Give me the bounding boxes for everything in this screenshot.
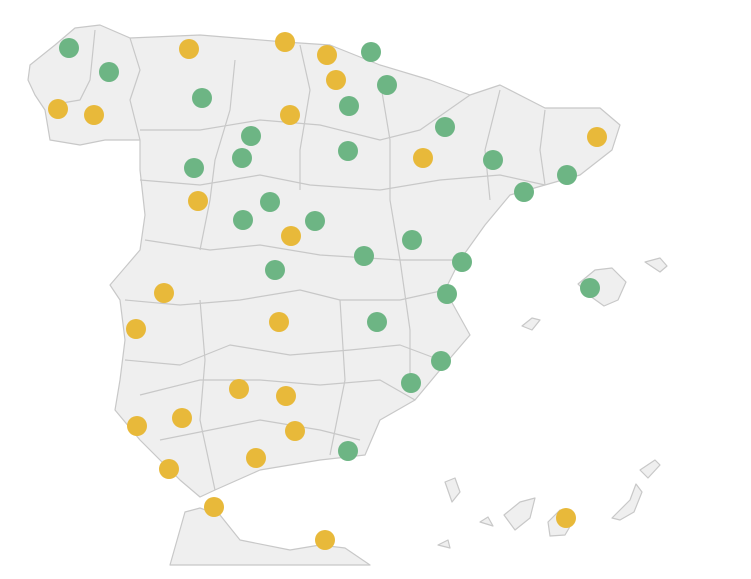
marker: [338, 141, 358, 161]
marker: [127, 416, 147, 436]
marker: [246, 448, 266, 468]
border: [129, 37, 141, 141]
ibiza: [521, 317, 541, 331]
marker: [556, 508, 576, 528]
marker: [317, 45, 337, 65]
marker: [587, 127, 607, 147]
canary-island: [444, 477, 461, 503]
marker: [204, 497, 224, 517]
border: [539, 109, 546, 186]
marker: [59, 38, 79, 58]
marker: [557, 165, 577, 185]
marker: [326, 70, 346, 90]
mainland: [27, 24, 621, 498]
marker: [275, 32, 295, 52]
marker: [281, 226, 301, 246]
canary-island: [437, 539, 451, 549]
marker: [435, 117, 455, 137]
markers: [48, 32, 607, 550]
marker: [305, 211, 325, 231]
marker: [192, 88, 212, 108]
border: [379, 79, 411, 380]
marker: [431, 351, 451, 371]
marker: [402, 230, 422, 250]
border: [124, 344, 441, 366]
marker: [260, 192, 280, 212]
marker: [159, 459, 179, 479]
marker: [280, 105, 300, 125]
border: [199, 299, 216, 491]
border: [139, 174, 546, 191]
canary-island: [479, 516, 494, 527]
marker: [184, 158, 204, 178]
border: [329, 299, 346, 456]
marker: [241, 126, 261, 146]
canary-island: [639, 459, 661, 479]
marker: [361, 42, 381, 62]
marker: [354, 246, 374, 266]
marker: [269, 312, 289, 332]
marker: [154, 283, 174, 303]
border: [140, 94, 471, 141]
marker: [339, 96, 359, 116]
marker: [437, 284, 457, 304]
border: [159, 419, 361, 441]
border: [124, 289, 446, 306]
canary-island: [503, 497, 536, 531]
marker: [285, 421, 305, 441]
marker: [315, 530, 335, 550]
north-africa-area: [169, 507, 371, 566]
marker: [172, 408, 192, 428]
marker: [276, 386, 296, 406]
marker: [232, 148, 252, 168]
border: [199, 59, 236, 251]
marker: [514, 182, 534, 202]
marker: [99, 62, 119, 82]
marker: [580, 278, 600, 298]
marker: [338, 441, 358, 461]
marker: [233, 210, 253, 230]
land-areas: [27, 24, 668, 566]
menorca: [644, 257, 668, 273]
marker: [265, 260, 285, 280]
marker: [413, 148, 433, 168]
border: [144, 239, 460, 261]
border: [299, 44, 311, 190]
marker: [84, 105, 104, 125]
marker: [452, 252, 472, 272]
marker: [401, 373, 421, 393]
border: [484, 89, 501, 201]
border: [139, 379, 416, 401]
marker: [188, 191, 208, 211]
marker: [126, 319, 146, 339]
marker: [179, 39, 199, 59]
canary-island: [611, 483, 643, 521]
marker: [483, 150, 503, 170]
province-borders: [49, 29, 546, 491]
marker: [377, 75, 397, 95]
marker: [229, 379, 249, 399]
marker: [48, 99, 68, 119]
marker: [367, 312, 387, 332]
